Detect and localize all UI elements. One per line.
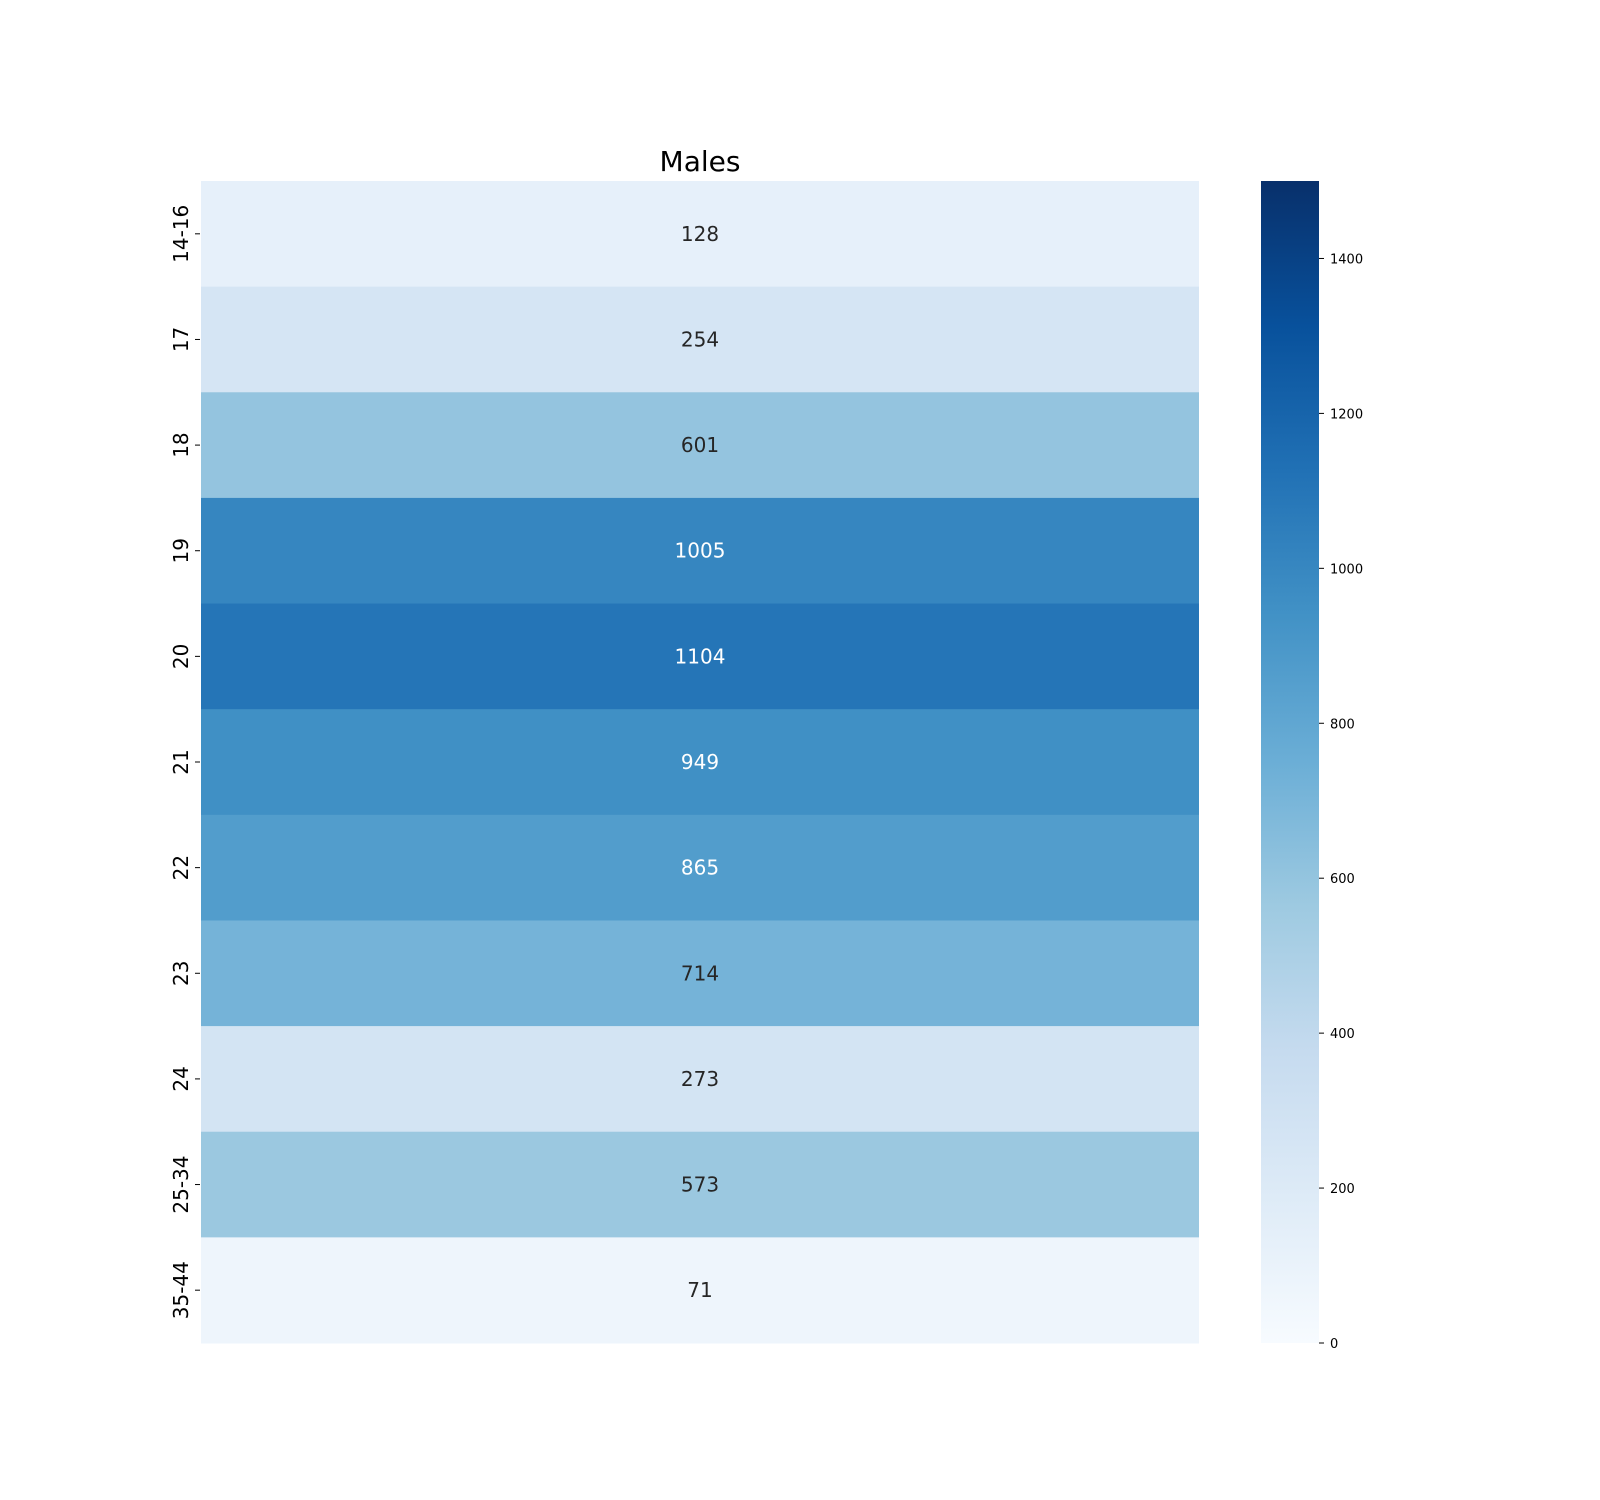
colorbar-tick-label: 1200 [1330, 407, 1363, 422]
y-tick-label: 17 [169, 327, 193, 352]
cell-value-label: 128 [681, 222, 719, 246]
colorbar-tick-label: 600 [1330, 872, 1355, 887]
colorbar-tick-label: 1400 [1330, 252, 1363, 267]
colorbar-tick-label: 800 [1330, 717, 1355, 732]
colorbar-tick-label: 200 [1330, 1182, 1355, 1197]
heatmap-cell [201, 181, 1199, 288]
heatmap-cell [201, 1237, 1199, 1344]
colorbar-tick-label: 400 [1330, 1027, 1355, 1042]
heatmap-cell [201, 1131, 1199, 1238]
cell-value-label: 714 [681, 961, 719, 985]
y-tick-label: 23 [169, 961, 193, 986]
colorbar [1261, 181, 1319, 1343]
y-tick-label: 14-16 [169, 205, 193, 263]
cell-value-label: 254 [681, 327, 719, 351]
colorbar-tick-label: 0 [1330, 1337, 1338, 1352]
heatmap-cell [201, 603, 1199, 710]
heatmap-cells: 128 254 601 1005 1104 949 865 714 273 573 71 [201, 181, 1199, 1344]
cell-value-label: 1104 [675, 644, 726, 668]
y-tick-label: 24 [169, 1066, 193, 1091]
heatmap-cell [201, 286, 1199, 393]
cell-value-label: 573 [681, 1173, 719, 1197]
cell-value-label: 273 [681, 1067, 719, 1091]
cell-value-label: 71 [687, 1278, 712, 1302]
heatmap-cell [201, 709, 1199, 816]
heatmap-cell [201, 497, 1199, 605]
heatmap-cell [201, 1026, 1199, 1133]
y-tick-label: 35-44 [169, 1261, 193, 1319]
cell-value-label: 1005 [675, 539, 726, 563]
colorbar-tick-label: 1000 [1330, 562, 1363, 577]
heatmap-cell [201, 392, 1199, 499]
y-tick-label: 18 [169, 432, 193, 457]
y-tick-label: 19 [169, 538, 193, 563]
y-tick-label: 20 [169, 644, 193, 669]
chart-title: Males [660, 145, 741, 178]
heatmap-cell [201, 920, 1199, 1027]
y-axis: 14-16 17 18 19 20 21 22 23 24 25-34 35-44 [169, 205, 200, 1319]
cell-value-label: 949 [681, 750, 719, 774]
cell-value-label: 865 [681, 856, 719, 880]
y-tick-label: 21 [169, 749, 193, 774]
cell-value-label: 601 [681, 433, 719, 457]
y-tick-label: 25-34 [169, 1155, 193, 1213]
colorbar-axis: 0 200 400 600 800 1000 1200 1400 [1319, 252, 1363, 1352]
y-tick-label: 22 [169, 855, 193, 880]
heatmap-cell [201, 814, 1199, 921]
